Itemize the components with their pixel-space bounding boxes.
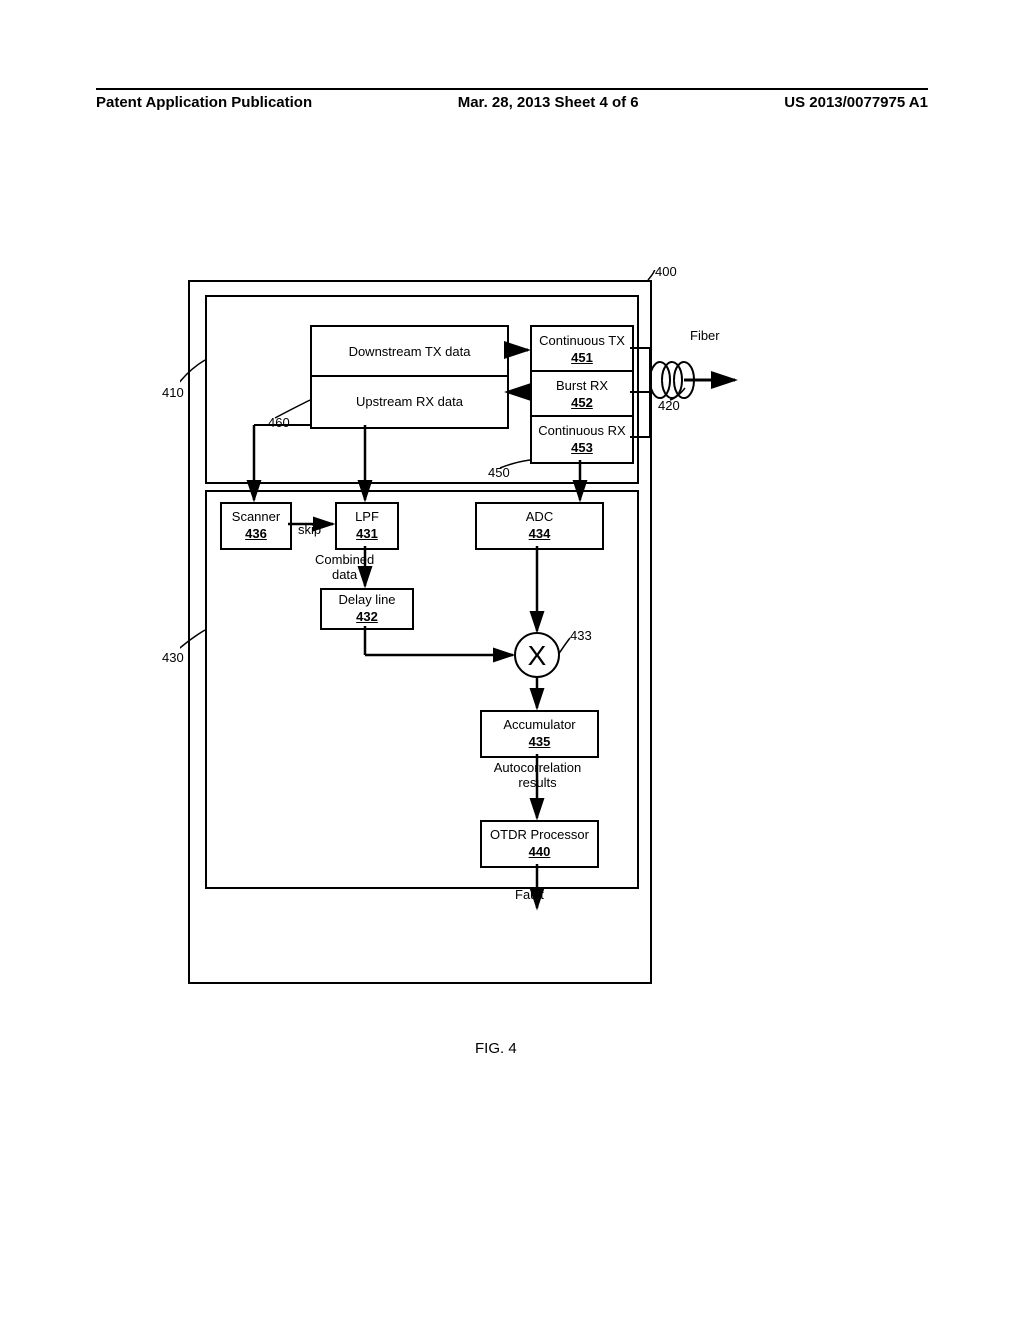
page-header: Patent Application Publication Mar. 28, …	[96, 88, 928, 111]
figure-caption: FIG. 4	[475, 1040, 517, 1057]
header-center: Mar. 28, 2013 Sheet 4 of 6	[458, 94, 639, 111]
svg-text:X: X	[528, 640, 547, 671]
header-left: Patent Application Publication	[96, 94, 312, 111]
connector-svg: X	[180, 270, 840, 1010]
header-right: US 2013/0077975 A1	[784, 94, 928, 111]
figure-4-diagram: Downstream TX data Upstream RX data Cont…	[180, 270, 840, 990]
